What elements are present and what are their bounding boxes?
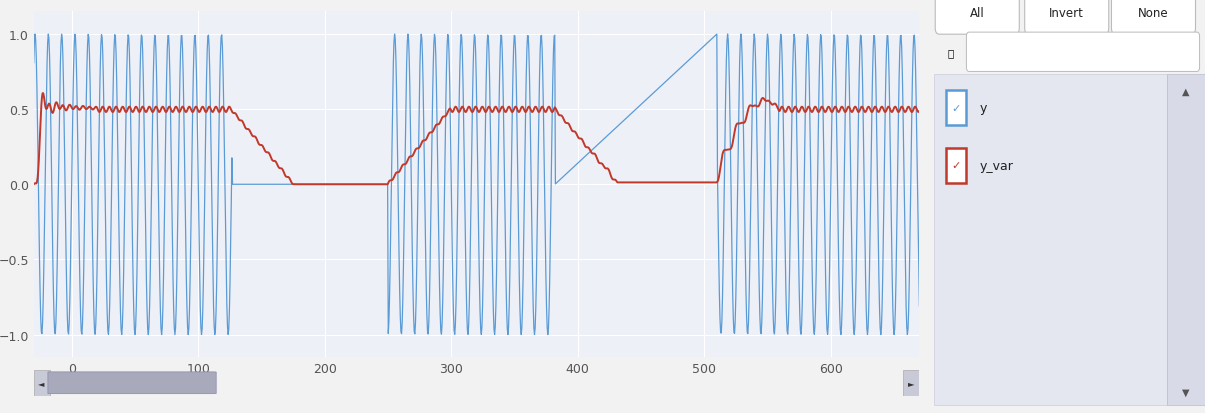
FancyBboxPatch shape (935, 0, 1019, 35)
Text: ▼: ▼ (1182, 387, 1189, 396)
Text: ◄: ◄ (39, 378, 45, 387)
Text: ▲: ▲ (1182, 87, 1189, 97)
Bar (1166, 74, 1205, 405)
FancyBboxPatch shape (48, 372, 216, 394)
Text: y_var: y_var (980, 159, 1013, 173)
Text: None: None (1139, 7, 1169, 20)
Bar (904, 370, 919, 396)
Bar (34, 370, 49, 396)
FancyBboxPatch shape (946, 90, 966, 126)
FancyBboxPatch shape (966, 33, 1199, 72)
Text: Invert: Invert (1050, 7, 1084, 20)
Text: y: y (980, 102, 987, 115)
FancyBboxPatch shape (946, 148, 966, 184)
Bar (934, 74, 1166, 405)
FancyBboxPatch shape (1111, 0, 1195, 35)
Text: All: All (970, 7, 984, 20)
FancyBboxPatch shape (1024, 0, 1109, 35)
Text: ►: ► (909, 378, 915, 387)
Text: ✓: ✓ (952, 161, 960, 171)
Text: ✓: ✓ (952, 103, 960, 113)
Text: 🔍: 🔍 (947, 47, 953, 58)
